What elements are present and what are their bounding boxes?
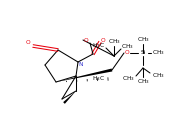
Text: H$_3$C: H$_3$C <box>93 75 105 83</box>
Polygon shape <box>63 91 76 104</box>
Text: CH$_3$: CH$_3$ <box>137 36 149 44</box>
Text: O: O <box>26 40 30 44</box>
Text: CH$_3$: CH$_3$ <box>152 49 164 57</box>
Text: O: O <box>125 51 129 55</box>
Text: CH$_3$: CH$_3$ <box>108 38 120 46</box>
Text: O: O <box>84 38 88 44</box>
Text: CH$_3$: CH$_3$ <box>121 43 133 51</box>
Text: CH$_3$: CH$_3$ <box>122 75 134 83</box>
Text: Si: Si <box>140 51 146 55</box>
Text: CH$_3$: CH$_3$ <box>152 72 164 80</box>
Text: O: O <box>101 38 105 42</box>
Text: H$_3$C: H$_3$C <box>93 42 105 50</box>
Text: N: N <box>79 62 83 66</box>
Text: CH$_3$: CH$_3$ <box>137 78 149 86</box>
Polygon shape <box>56 69 112 82</box>
